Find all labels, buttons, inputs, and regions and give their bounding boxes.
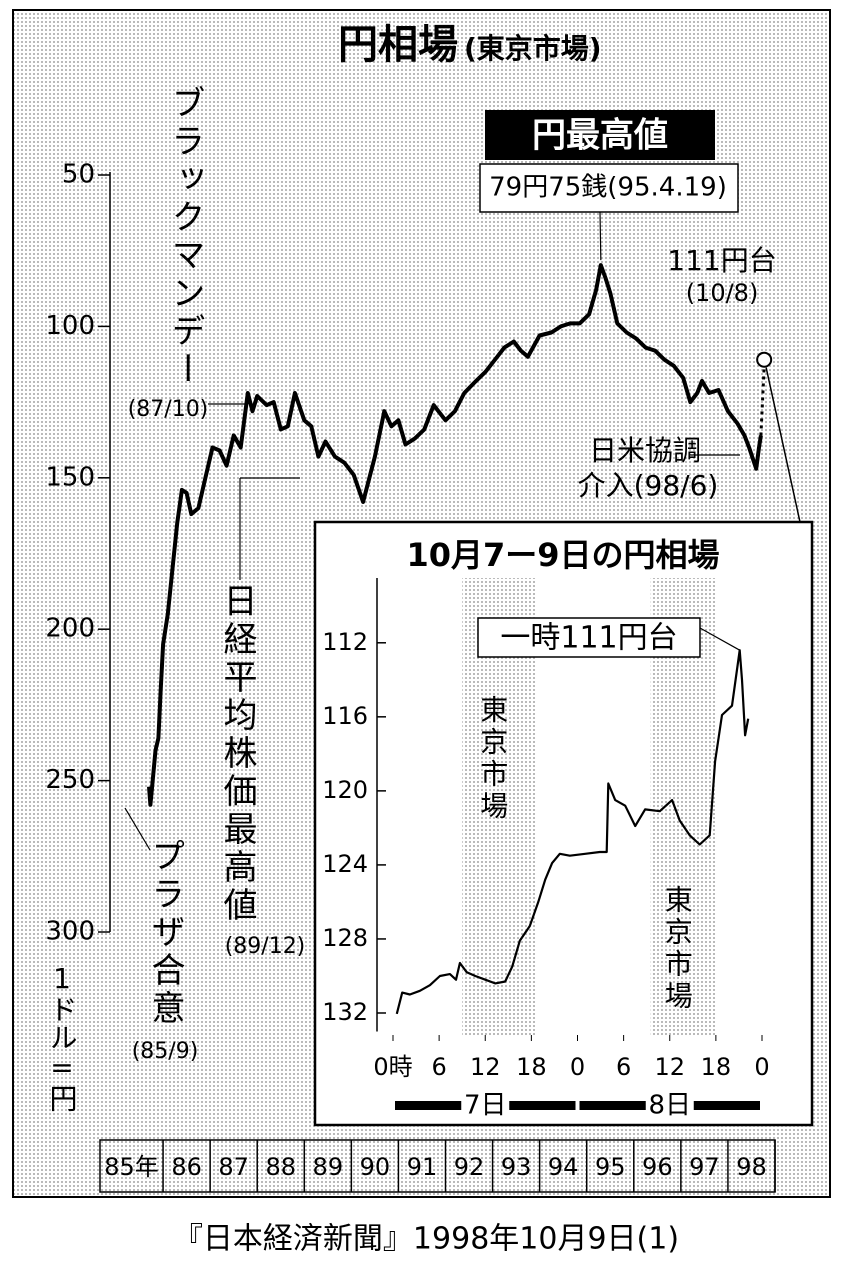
x-tick-label: 91	[407, 1153, 438, 1181]
annotation: (89/12)	[225, 934, 306, 959]
x-tick-label: 94	[548, 1153, 579, 1181]
y-tick-label: 150	[45, 462, 95, 492]
y-tick-label: 50	[62, 160, 95, 190]
annotation: 介入(98/6)	[578, 469, 719, 502]
y-tick-label: 112	[322, 628, 368, 656]
x-tick-label: 90	[360, 1153, 391, 1181]
dotted-extension	[759, 366, 766, 436]
x-tick-label: 95	[595, 1153, 626, 1181]
y-tick-label: 132	[322, 998, 368, 1026]
annotation: 79円75銭(95.4.19)	[489, 173, 727, 203]
y-tick-label: 100	[45, 311, 95, 341]
x-tick-label: 6	[616, 1053, 631, 1081]
day-label: 8日	[648, 1091, 691, 1121]
annotation: 111円台	[667, 244, 776, 277]
day-bar	[693, 1101, 760, 1110]
source: 『日本経済新聞』1998年10月9日(1)	[173, 1222, 679, 1257]
x-tick-label: 6	[431, 1053, 446, 1081]
leader-line	[124, 807, 151, 851]
y-tick-label: 128	[322, 924, 368, 952]
x-tick-label: 18	[516, 1053, 547, 1081]
x-tick-label: 98	[736, 1153, 767, 1181]
y-tick-label: 124	[322, 850, 368, 878]
x-tick-label: 86	[171, 1153, 202, 1181]
x-tick-label: 12	[470, 1053, 501, 1081]
inset-title: 10月7ー9日の円相場	[406, 536, 719, 574]
band-label: 東京市場	[476, 695, 509, 823]
y-axis-label: 1ドル=円	[46, 962, 79, 1112]
x-tick-label: 97	[689, 1153, 720, 1181]
annotation: ブラックマンデー	[165, 85, 205, 389]
peak-value-box	[479, 163, 739, 213]
x-tick-label: 0	[570, 1053, 585, 1081]
x-tick-label: 93	[501, 1153, 532, 1181]
day-bar	[509, 1101, 576, 1110]
x-tick-label: 0	[754, 1053, 769, 1081]
annotation: (10/8)	[686, 279, 759, 307]
band-label: 東京市場	[661, 885, 694, 1013]
connector	[765, 367, 801, 523]
x-tick-label: 92	[454, 1153, 485, 1181]
x-tick-label: 85年	[104, 1153, 159, 1181]
x-tick-label: 0時	[373, 1053, 412, 1081]
y-tick-label: 250	[45, 765, 95, 795]
x-tick-label: 87	[218, 1153, 249, 1181]
annotation: (87/10)	[128, 397, 209, 422]
annotation: 一時111円台	[500, 621, 677, 656]
data-line	[395, 649, 750, 1015]
chart-subtitle: (東京市場)	[464, 32, 602, 65]
peak-box	[485, 110, 715, 160]
highlight-point	[756, 351, 773, 368]
annotation: プラザ合意	[145, 838, 185, 1028]
x-tick-label: 89	[313, 1153, 344, 1181]
leader-line	[699, 627, 740, 651]
y-tick-label: 300	[45, 917, 95, 947]
data-line	[147, 263, 763, 807]
y-tick-label: 116	[322, 702, 368, 730]
day-bar	[395, 1101, 462, 1110]
day-bar	[579, 1101, 646, 1110]
annotation: (85/9)	[132, 1039, 199, 1064]
x-tick-label: 12	[654, 1053, 685, 1081]
inset-frame	[313, 520, 814, 1127]
annotation: 日経平均株価最高値	[217, 583, 257, 925]
chart-title: 円相場	[338, 22, 458, 68]
y-tick-label: 120	[322, 776, 368, 804]
x-tick-label: 18	[701, 1053, 732, 1081]
annotation: 日米協調	[589, 434, 701, 467]
day-label: 7日	[464, 1091, 507, 1121]
y-tick-label: 200	[45, 614, 95, 644]
annotation-box	[477, 617, 701, 658]
x-tick-label: 96	[642, 1153, 673, 1181]
x-tick-label: 88	[265, 1153, 296, 1181]
annotation: 円最高値	[532, 116, 668, 156]
leader-line	[599, 211, 602, 261]
